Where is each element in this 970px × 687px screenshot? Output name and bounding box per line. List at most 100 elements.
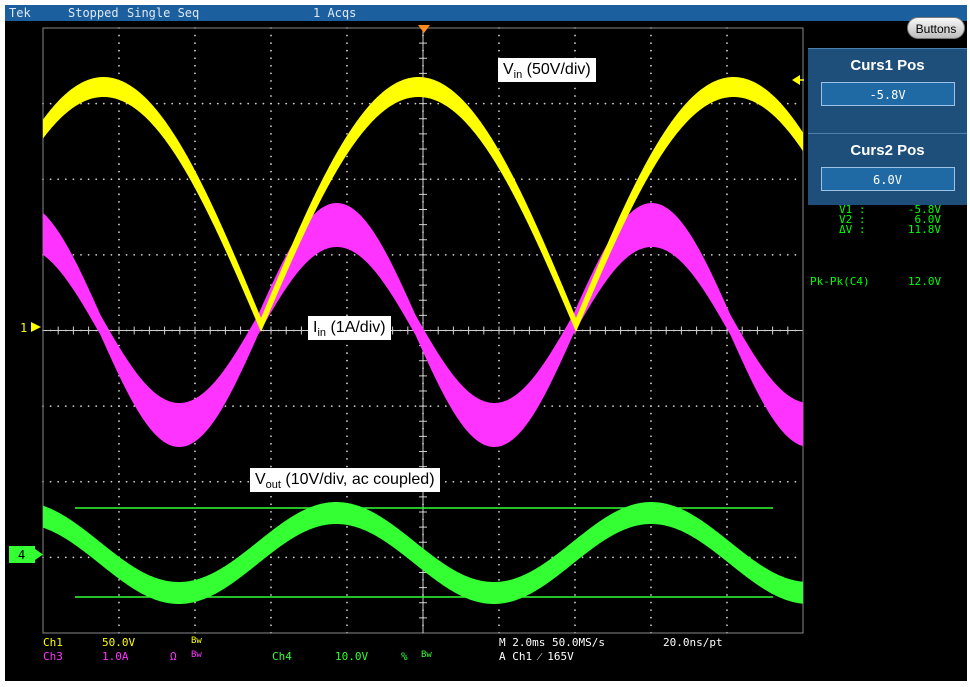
- ch1-name[interactable]: Ch1: [43, 636, 63, 649]
- grid-dot: [779, 178, 782, 181]
- grid-dot: [406, 102, 409, 105]
- grid-dot: [574, 510, 576, 513]
- grid-dot: [460, 253, 462, 256]
- grid-dot: [270, 155, 272, 158]
- curs1-panel[interactable]: Curs1 Pos -5.8V: [808, 48, 967, 133]
- grid-dot: [414, 178, 417, 181]
- grid-dot: [270, 95, 272, 97]
- timebase-readout[interactable]: M 2.0ms 50.0MS/s: [499, 636, 605, 649]
- grid-dot: [733, 102, 736, 105]
- grid-dot: [140, 253, 143, 256]
- grid-dot: [764, 480, 766, 483]
- grid-dot: [520, 556, 523, 559]
- grid-dot: [346, 578, 348, 581]
- grid-dot: [764, 253, 766, 256]
- grid-dot: [270, 125, 272, 128]
- curs2-panel[interactable]: Curs2 Pos 6.0V: [808, 133, 967, 205]
- grid-dot: [125, 405, 128, 408]
- grid-dot: [361, 556, 364, 559]
- grid-dot: [558, 178, 561, 181]
- grid-dot: [741, 102, 744, 105]
- grid-dot: [650, 435, 652, 438]
- grid-dot: [612, 102, 614, 105]
- grid-dot: [270, 178, 272, 181]
- grid-dot: [718, 556, 721, 559]
- grid-dot: [498, 624, 500, 627]
- grid-dot: [194, 34, 196, 37]
- grid-dot: [543, 480, 546, 483]
- grid-dot: [574, 261, 576, 264]
- grid-dot: [346, 344, 348, 347]
- grid-dot: [756, 556, 759, 559]
- grid-dot: [452, 178, 455, 181]
- buttons-button[interactable]: Buttons: [907, 17, 965, 39]
- grid-dot: [505, 480, 508, 483]
- grid-dot: [118, 110, 120, 113]
- grid-dot: [194, 503, 196, 506]
- grid-dot: [118, 140, 120, 143]
- curs2-value[interactable]: 6.0V: [820, 167, 955, 191]
- ch3-scale[interactable]: 1.0A: [102, 650, 129, 663]
- grid-dot: [764, 556, 766, 559]
- grid-dot: [574, 125, 576, 128]
- grid-dot: [733, 178, 736, 181]
- grid-dot: [551, 253, 554, 256]
- ch3-name[interactable]: Ch3: [43, 650, 63, 663]
- grid-dot: [376, 178, 379, 181]
- grid-dot: [482, 178, 485, 181]
- grid-dot: [270, 601, 272, 604]
- grid-dot: [346, 34, 348, 37]
- grid-dot: [574, 299, 576, 302]
- grid-dot: [262, 102, 265, 105]
- grid-dot: [650, 291, 652, 294]
- grid-dot: [194, 155, 196, 158]
- grid-dot: [323, 102, 326, 105]
- resolution-readout: 20.0ns/pt: [663, 636, 723, 649]
- grid-dot: [627, 102, 630, 105]
- grid-dot: [118, 57, 120, 60]
- grid-dot: [201, 102, 204, 105]
- grid-dot: [733, 405, 736, 408]
- grid-dot: [118, 261, 120, 264]
- grid-dot: [650, 148, 652, 150]
- grid-dot: [726, 397, 728, 400]
- grid-dot: [368, 178, 371, 181]
- grid-dot: [346, 299, 348, 302]
- ch4-name[interactable]: Ch4: [272, 650, 292, 663]
- grid-dot: [323, 405, 326, 408]
- grid-dot: [498, 571, 500, 574]
- grid-dot: [574, 185, 576, 188]
- grid-dot: [695, 556, 698, 559]
- grid-dot: [118, 397, 120, 400]
- grid-dot: [574, 306, 576, 309]
- grid-dot: [467, 253, 470, 256]
- grid-dot: [270, 72, 272, 75]
- grid-dot: [125, 178, 128, 181]
- grid-dot: [581, 405, 584, 408]
- grid-dot: [566, 178, 569, 181]
- ch4-scale[interactable]: 10.0V: [335, 650, 369, 663]
- grid-dot: [346, 276, 348, 279]
- grid-dot: [346, 284, 348, 286]
- grid-dot: [346, 193, 348, 196]
- trigger-readout[interactable]: A Ch1 ⁄ 165V: [499, 650, 574, 663]
- ch1-scale[interactable]: 50.0V: [102, 636, 136, 649]
- grid-dot: [650, 624, 652, 627]
- grid-dot: [672, 405, 675, 408]
- grid-dot: [498, 284, 500, 286]
- grid-dot: [650, 49, 652, 52]
- grid-dot: [498, 321, 500, 324]
- grid-dot: [194, 291, 196, 294]
- grid-dot: [680, 556, 683, 559]
- curs1-value[interactable]: -5.8V: [820, 82, 955, 106]
- grid-dot: [498, 503, 500, 506]
- grid-dot: [118, 473, 120, 475]
- grid-dot: [194, 125, 196, 128]
- grid-dot: [346, 556, 348, 559]
- grid-dot: [650, 389, 652, 392]
- grid-dot: [672, 178, 675, 181]
- grid-dot: [604, 556, 607, 559]
- grid-dot: [498, 291, 500, 294]
- grid-dot: [642, 480, 645, 483]
- grid-dot: [574, 473, 576, 475]
